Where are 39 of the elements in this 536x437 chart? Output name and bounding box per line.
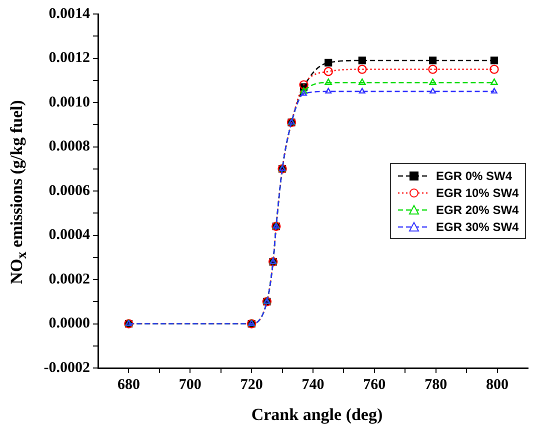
point [325,88,332,94]
y-tick-label: 0.0014 [48,6,90,22]
y-tick-label: 0.0010 [48,94,90,110]
x-tick-label: 760 [363,376,386,393]
y-tick-label: 0.0006 [48,182,90,199]
x-tick-label: 680 [117,376,140,393]
point [490,64,499,74]
x-tick-label: 740 [302,376,324,393]
point [429,78,436,85]
point [490,78,498,85]
point [491,88,498,94]
point [324,78,332,85]
point [324,66,333,76]
legend-label: EGR 20% SW4 [436,202,519,216]
y-tick-label: 0.0008 [48,138,90,155]
x-tick-label: 700 [178,376,202,393]
point [358,78,366,85]
y-tick-label: 0.0004 [48,227,90,244]
point [324,58,332,66]
point [428,64,438,74]
y-tick-label: -0.0002 [44,360,90,376]
y-tick-label: 0.0002 [48,271,90,288]
x-tick-label: 720 [240,376,263,393]
point [429,56,437,64]
point [430,88,436,94]
x-axis-title: Crank angle (deg) [250,405,384,425]
point [358,64,367,74]
legend-label: EGR 30% SW4 [436,220,519,234]
point [358,88,366,94]
y-tick-label: 0.0012 [48,50,90,66]
point [358,56,366,64]
point [299,80,308,90]
point [300,90,307,96]
y-tick-label: 0.0000 [48,316,90,332]
point [490,56,498,64]
legend-label: EGR 10% SW4 [436,186,519,200]
x-tick-label: 800 [486,376,509,393]
x-tick-label: 780 [424,376,448,393]
legend-label: EGR 0% SW4 [436,168,512,182]
